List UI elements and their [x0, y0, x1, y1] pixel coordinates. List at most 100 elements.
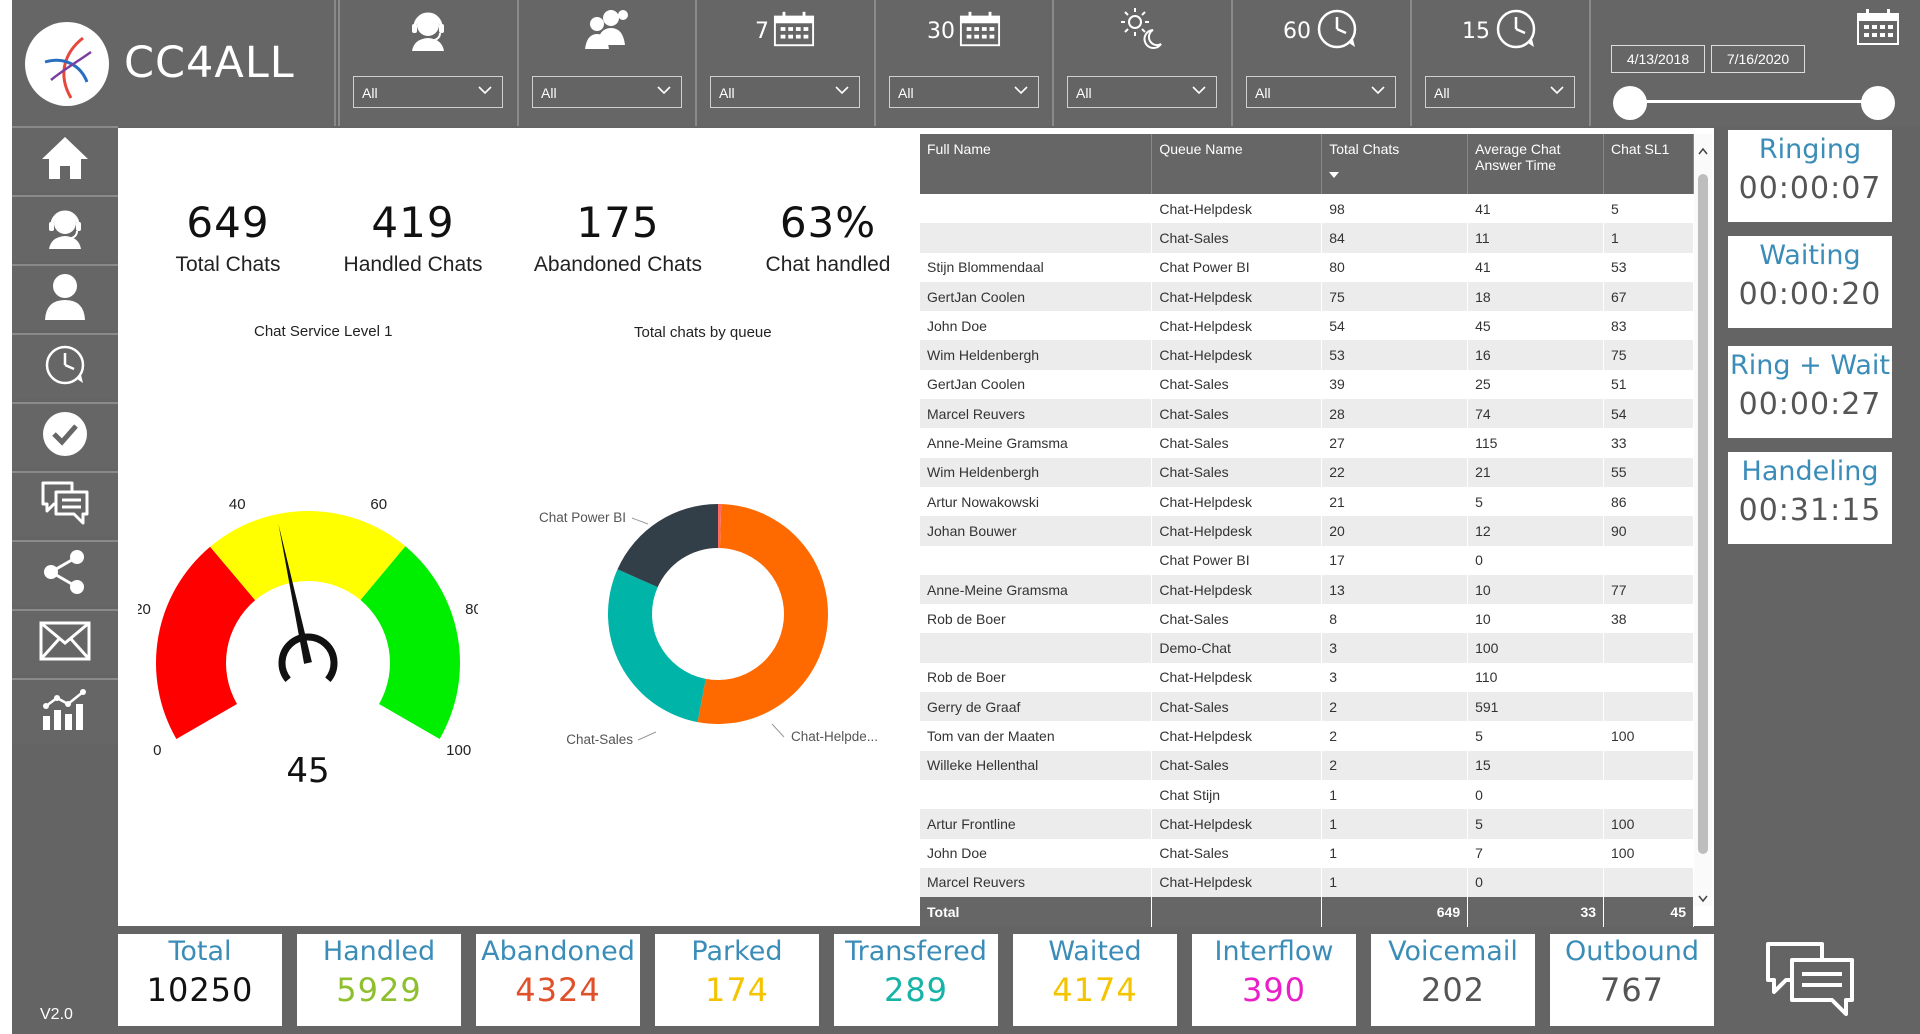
table-row[interactable]: Willeke Hellenthal Chat-Sales 2 15 [920, 750, 1694, 780]
stat-value: 00:00:07 [1738, 171, 1882, 206]
table-row[interactable]: Rob de Boer Chat-Sales 8 10 38 [920, 604, 1694, 634]
cell-avg-answer-time: 7 [1467, 838, 1605, 868]
table-row[interactable]: Stijn Blommendaal Chat Power BI 80 41 53 [920, 252, 1694, 282]
filter-period-label: 30 [927, 18, 955, 44]
cell-total-chats: 53 [1321, 340, 1469, 370]
sidebar-item-chat[interactable] [12, 471, 118, 537]
table-row[interactable]: Anne-Meine Gramsma Chat-Sales 27 115 33 [920, 428, 1694, 458]
scroll-thumb[interactable] [1698, 174, 1708, 854]
table-row[interactable]: Chat Stijn 1 0 [920, 779, 1694, 810]
summary-value: 767 [1599, 971, 1665, 1009]
cell-chat-sl1: 33 [1603, 428, 1694, 458]
filter-dropdown[interactable]: All [532, 76, 682, 108]
total-label: Total [920, 897, 1153, 928]
chevron-down-icon [1550, 83, 1564, 97]
column-header-queue-name[interactable]: Queue Name [1151, 134, 1323, 194]
table-row[interactable]: Tom van der Maaten Chat-Helpdesk 2 5 100 [920, 721, 1694, 751]
date-slider-end-handle[interactable] [1861, 86, 1895, 120]
cell-total-chats: 1 [1321, 779, 1469, 810]
table-scrollbar[interactable] [1694, 134, 1712, 906]
user-icon [42, 272, 88, 325]
filter-dropdown[interactable]: All [1425, 76, 1575, 108]
start-date-input[interactable]: 4/13/2018 [1611, 45, 1705, 73]
date-slider-track[interactable] [1629, 100, 1879, 103]
table-row[interactable]: Chat Power BI 17 0 [920, 545, 1694, 575]
scroll-up-icon[interactable] [1698, 142, 1708, 160]
filter-icon-wrap: 7 [697, 8, 873, 54]
app-logo[interactable] [25, 22, 109, 106]
filter-dropdown[interactable]: All [1067, 76, 1217, 108]
headset-agent-icon [406, 7, 450, 56]
filter-2: 7 All [695, 0, 873, 126]
column-header-full-name[interactable]: Full Name [920, 134, 1153, 194]
table-row[interactable]: GertJan Coolen Chat-Helpdesk 75 18 67 [920, 281, 1694, 312]
kpi-label: Total Chats [175, 253, 281, 276]
cell-chat-sl1 [1603, 779, 1694, 810]
summary-value: 174 [704, 971, 770, 1009]
mail-icon [39, 621, 91, 666]
cell-avg-answer-time: 5 [1467, 809, 1605, 839]
donut-slice-power-bi[interactable] [617, 504, 718, 588]
sidebar-item-check-circle[interactable] [12, 402, 118, 468]
table-row[interactable]: Marcel Reuvers Chat-Sales 28 74 54 [920, 399, 1694, 429]
cell-chat-sl1: 55 [1603, 457, 1694, 487]
sidebar-item-home[interactable] [12, 126, 118, 192]
cell-queue-name: Chat-Sales [1151, 428, 1323, 458]
table-row[interactable]: GertJan Coolen Chat-Sales 39 25 51 [920, 369, 1694, 400]
filter-dropdown[interactable]: All [1246, 76, 1396, 108]
cell-avg-answer-time: 115 [1467, 428, 1605, 458]
table-row[interactable]: Wim Heldenbergh Chat-Helpdesk 53 16 75 [920, 340, 1694, 370]
cell-chat-sl1 [1603, 750, 1694, 780]
donut-slice-other[interactable] [718, 504, 722, 549]
date-slider-start-handle[interactable] [1613, 86, 1647, 120]
donut-slice-sales[interactable] [608, 569, 706, 723]
table-row[interactable]: Marcel Reuvers Chat-Helpdesk 1 0 [920, 867, 1694, 898]
column-header-avg-answer-time[interactable]: Average Chat Answer Time [1467, 134, 1605, 194]
clock-icon [1315, 7, 1359, 56]
gauge-tick-label: 20 [138, 601, 151, 618]
sidebar-item-share[interactable] [12, 540, 118, 606]
chat-bubbles-icon[interactable] [1762, 938, 1858, 1029]
table-row[interactable]: Rob de Boer Chat-Helpdesk 3 110 [920, 662, 1694, 693]
table-row[interactable]: Chat-Sales 84 11 1 [920, 223, 1694, 253]
cell-full-name: Rob de Boer [920, 662, 1153, 693]
summary-label: Handled [322, 936, 436, 967]
cell-total-chats: 27 [1321, 428, 1469, 458]
cell-queue-name: Chat-Sales [1151, 223, 1323, 253]
sidebar-item-user[interactable] [12, 264, 118, 330]
sidebar-item-headset-agent[interactable] [12, 195, 118, 261]
scroll-down-icon[interactable] [1698, 890, 1708, 908]
sidebar-item-clock[interactable] [12, 333, 118, 399]
table-row[interactable]: Artur Frontline Chat-Helpdesk 1 5 100 [920, 809, 1694, 839]
column-header-total-chats[interactable]: Total Chats [1321, 134, 1469, 194]
sidebar-item-analytics[interactable] [12, 678, 118, 744]
cell-full-name: Wim Heldenbergh [920, 457, 1153, 487]
cell-queue-name: Chat-Helpdesk [1151, 311, 1323, 341]
table-row[interactable]: Artur Nowakowski Chat-Helpdesk 21 5 86 [920, 486, 1694, 517]
table-row[interactable]: Demo-Chat 3 100 [920, 633, 1694, 663]
gauge-red-band [156, 546, 256, 739]
end-date-input[interactable]: 7/16/2020 [1711, 45, 1805, 73]
donut-slice-helpdesk[interactable] [697, 504, 829, 724]
cell-avg-answer-time: 11 [1467, 223, 1605, 253]
column-label: Total Chats [1329, 141, 1400, 157]
calendar-icon [959, 10, 1001, 53]
filter-dropdown[interactable]: All [889, 76, 1039, 108]
sidebar-item-mail[interactable] [12, 609, 118, 675]
chevron-down-icon [1192, 83, 1206, 97]
table-row[interactable]: Chat-Helpdesk 98 41 5 [920, 194, 1694, 224]
table-total-row: Total 649 33 45 [920, 897, 1694, 928]
chat-table-visual: Full Name Queue Name Total Chats Average… [920, 134, 1712, 928]
cell-avg-answer-time: 5 [1467, 721, 1605, 751]
table-row[interactable]: John Doe Chat-Sales 1 7 100 [920, 838, 1694, 868]
filter-dropdown[interactable]: All [353, 76, 503, 108]
table-row[interactable]: John Doe Chat-Helpdesk 54 45 83 [920, 311, 1694, 341]
filter-dropdown[interactable]: All [710, 76, 860, 108]
table-row[interactable]: Gerry de Graaf Chat-Sales 2 591 [920, 692, 1694, 722]
table-row[interactable]: Wim Heldenbergh Chat-Sales 22 21 55 [920, 457, 1694, 487]
donut-label-power-bi: Chat Power BI [539, 510, 626, 525]
table-row[interactable]: Anne-Meine Gramsma Chat-Helpdesk 13 10 77 [920, 574, 1694, 605]
column-header-chat-sl1[interactable]: Chat SL1 [1603, 134, 1694, 194]
chevron-down-icon [835, 83, 849, 97]
table-row[interactable]: Johan Bouwer Chat-Helpdesk 20 12 90 [920, 516, 1694, 546]
